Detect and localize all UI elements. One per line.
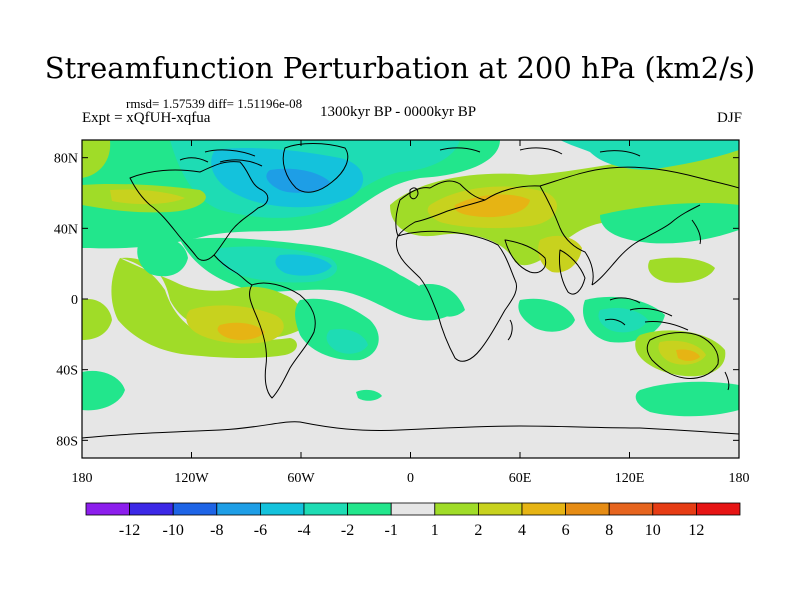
contour-south-indian-teal [518, 298, 575, 332]
contour-australia-orange [676, 349, 700, 361]
coastline-greenland [282, 143, 349, 193]
coastline-south-america [249, 282, 316, 399]
coastline-africa [396, 230, 518, 362]
contour-east-pacific-yellow [82, 140, 111, 178]
colorbar-swatch [303, 502, 348, 516]
contour-indian-ocean-teal [418, 284, 465, 317]
y-axis: 80N 40N 0 40S 80S [54, 152, 739, 449]
coastline-new-zealand [724, 371, 730, 391]
colorbar-label: 10 [645, 522, 661, 539]
contour-europe-orange [454, 194, 530, 218]
coastline-arctic-eurasia [439, 147, 641, 157]
x-tick-label: 60E [509, 471, 532, 486]
experiment-label: Expt = xQfUH-xqfua [82, 110, 211, 126]
colorbar-swatch [216, 502, 261, 516]
coastline-arctic-islands [179, 149, 263, 167]
contour-central-pacific-yellow [82, 299, 112, 340]
coastline-europe [395, 180, 486, 237]
y-tick-label: 80N [54, 152, 78, 167]
map-title: Streamfunction Perturbation at 200 hPa (… [44, 51, 756, 85]
colorbar-label: 1 [431, 522, 439, 539]
coastline-madagascar [507, 319, 513, 341]
contour-southern-ocean-west [82, 370, 125, 411]
y-tick-label: 40S [56, 364, 78, 379]
colorbar-swatch [565, 502, 610, 516]
coastline-central-america [213, 254, 253, 286]
colorbar-swatch [129, 502, 174, 516]
colorbar-swatch [259, 502, 305, 516]
contour-eurasia-yellow [390, 148, 739, 266]
colorbar-label: -10 [163, 522, 184, 539]
contour-south-atlantic-small [356, 389, 382, 401]
colorbar-swatch [390, 502, 436, 516]
contour-china-teal [600, 203, 739, 244]
contour-siberia-teal [560, 140, 739, 170]
coastline-uk [409, 187, 419, 200]
contour-south-atlantic-cyan [326, 328, 368, 354]
colorbar-label: 4 [518, 522, 526, 539]
x-axis: 180 120W 60W 0 60E 120E 180 [72, 140, 750, 486]
coastlines [82, 143, 739, 439]
coastline-india [559, 249, 586, 295]
colorbar-label: -1 [385, 522, 398, 539]
coastline-asia [484, 166, 739, 286]
contour-caribbean-blue [275, 254, 332, 276]
anomaly-field [82, 140, 739, 417]
colorbar-label: -4 [297, 522, 310, 539]
colorbar-label: 8 [605, 522, 613, 539]
contour-west-pacific-yellow [648, 257, 715, 283]
y-tick-label: 0 [71, 293, 78, 308]
x-tick-label: 0 [407, 471, 414, 486]
coastline-australia [646, 332, 719, 379]
y-tick-label: 80S [56, 434, 78, 449]
colorbar-label: 12 [688, 522, 704, 539]
colorbar-swatch [696, 502, 741, 516]
colorbar-swatch [347, 502, 392, 516]
colorbar-swatch [85, 502, 130, 516]
x-tick-label: 60W [287, 471, 315, 486]
x-tick-label: 120E [615, 471, 645, 486]
colorbar-swatch [652, 502, 697, 516]
x-tick-label: 180 [72, 471, 93, 486]
contour-north-pacific-gold [110, 189, 185, 205]
colorbar-label: 2 [474, 522, 482, 539]
colorbar-label: -12 [119, 522, 140, 539]
contour-maritime-blue [598, 308, 648, 333]
colorbar-label: -8 [210, 522, 223, 539]
coastline-arabia [504, 239, 547, 274]
colorbar-swatch [434, 502, 479, 516]
colorbar-swatch [608, 502, 654, 516]
contour-greenland-core [266, 168, 330, 193]
y-tick-label: 40N [54, 222, 78, 237]
coastline-japan [691, 219, 701, 245]
coastline-antarctica [82, 421, 739, 439]
contour-south-pacific-orange [217, 322, 265, 340]
x-tick-label: 180 [729, 471, 750, 486]
colorbar-label: 6 [562, 522, 570, 539]
x-tick-label: 120W [174, 471, 209, 486]
colorbar-swatch [477, 502, 523, 516]
colorbar-swatch [172, 502, 218, 516]
colorbar-label: -6 [254, 522, 267, 539]
contour-east-pacific-teal [137, 236, 188, 277]
contour-southern-ocean-east [635, 381, 739, 417]
season-label: DJF [716, 110, 742, 126]
rmsd-diff-stats: rmsd= 1.57539 diff= 1.51196e-08 [126, 96, 303, 111]
period-label: 1300kyr BP - 0000kyr BP [320, 104, 477, 120]
colorbar-label: -2 [341, 522, 354, 539]
colorbar-swatch [521, 502, 566, 516]
coastline-north-america [129, 161, 269, 261]
colorbar: -12 -10 -8 -6 -4 -2 -1 1 2 4 6 8 10 12 [85, 502, 741, 539]
coastline-indonesia [604, 297, 689, 331]
